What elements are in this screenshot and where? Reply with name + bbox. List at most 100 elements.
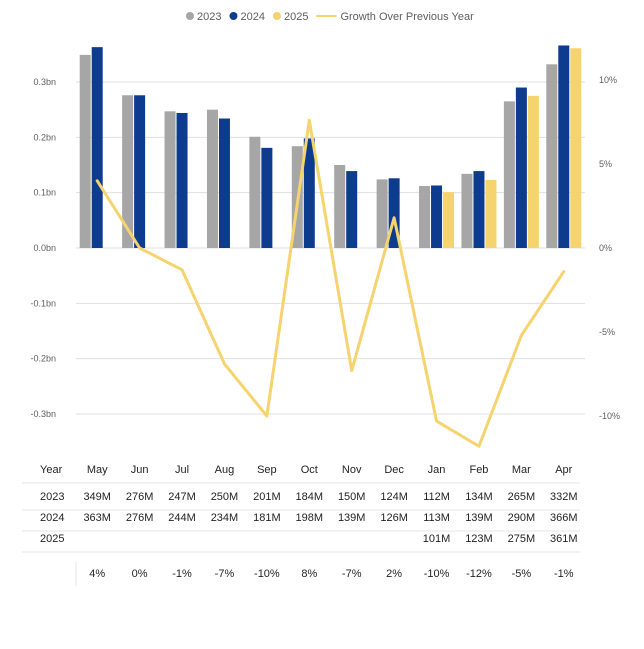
y-left-tick-label: 0.0bn bbox=[33, 243, 56, 253]
table-growth-cell: 0% bbox=[132, 568, 148, 580]
y-right-tick-label: -5% bbox=[599, 327, 615, 337]
table-cell: 366M bbox=[550, 512, 578, 524]
bar-2025 bbox=[570, 48, 581, 248]
table-growth-cell: -7% bbox=[342, 568, 362, 580]
table-growth-cell: 8% bbox=[301, 568, 317, 580]
table-header-year: Year bbox=[40, 464, 63, 476]
y-left-tick-label: 0.3bn bbox=[33, 77, 56, 87]
table-cell: 201M bbox=[253, 491, 281, 503]
legend-marker-2025 bbox=[273, 12, 281, 20]
table-header-month: Jan bbox=[428, 464, 446, 476]
table-cell: 244M bbox=[168, 512, 196, 524]
table-cell: 150M bbox=[338, 491, 366, 503]
table-cell: 332M bbox=[550, 491, 578, 503]
y-left-tick-label: -0.1bn bbox=[30, 298, 56, 308]
table-cell: 276M bbox=[126, 512, 154, 524]
y-right-tick-label: -10% bbox=[599, 411, 620, 421]
table-growth-cell: -5% bbox=[512, 568, 532, 580]
y-right-tick-label: 5% bbox=[599, 159, 612, 169]
bar-2024 bbox=[177, 113, 188, 248]
table-header-month: Sep bbox=[257, 464, 277, 476]
bar-2025 bbox=[485, 180, 496, 248]
table-header-month: Oct bbox=[301, 464, 318, 476]
bar-2023 bbox=[377, 179, 388, 248]
table-header-month: Dec bbox=[384, 464, 404, 476]
table-cell: 126M bbox=[380, 512, 408, 524]
table-growth-cell: -10% bbox=[254, 568, 280, 580]
table-growth-cell: -10% bbox=[424, 568, 450, 580]
table-growth-cell: 4% bbox=[89, 568, 105, 580]
table-row-label: 2023 bbox=[40, 491, 64, 503]
table-header-month: Aug bbox=[215, 464, 235, 476]
bar-2024 bbox=[134, 95, 145, 248]
bar-2023 bbox=[504, 101, 515, 248]
table-header-month: May bbox=[87, 464, 108, 476]
table-header-month: Feb bbox=[469, 464, 488, 476]
legend-label: 2023 bbox=[197, 11, 221, 23]
table-row-label: 2025 bbox=[40, 533, 64, 545]
bar-2024 bbox=[346, 171, 357, 248]
table-cell: 134M bbox=[465, 491, 493, 503]
legend-label: 2024 bbox=[240, 11, 264, 23]
bar-2023 bbox=[80, 55, 91, 248]
bar-2023 bbox=[334, 165, 345, 248]
table-cell: 349M bbox=[83, 491, 111, 503]
table-growth-cell: -1% bbox=[554, 568, 574, 580]
legend-label: 2025 bbox=[284, 11, 308, 23]
legend-marker-2023 bbox=[186, 12, 194, 20]
table-cell: 112M bbox=[423, 491, 450, 503]
bar-2023 bbox=[165, 111, 176, 248]
table-cell: 234M bbox=[211, 512, 239, 524]
y-left-tick-label: -0.2bn bbox=[30, 354, 56, 364]
bar-2024 bbox=[219, 119, 230, 248]
table-growth-cell: -12% bbox=[466, 568, 492, 580]
y-left-tick-label: -0.3bn bbox=[30, 409, 56, 419]
bar-2024 bbox=[558, 45, 569, 248]
table-row-label: 2024 bbox=[40, 512, 64, 524]
table-cell: 363M bbox=[83, 512, 111, 524]
legend-marker-2024 bbox=[229, 12, 237, 20]
bar-2024 bbox=[516, 88, 527, 248]
table-growth-cell: -1% bbox=[172, 568, 192, 580]
table-cell: 181M bbox=[253, 512, 281, 524]
bar-2023 bbox=[419, 186, 430, 248]
table-cell: 265M bbox=[508, 491, 536, 503]
table-growth-cell: -7% bbox=[215, 568, 235, 580]
bar-2023 bbox=[461, 174, 472, 248]
table-header-month: Jun bbox=[131, 464, 149, 476]
table-cell: 290M bbox=[508, 512, 536, 524]
table-cell: 124M bbox=[380, 491, 408, 503]
table-cell: 139M bbox=[465, 512, 493, 524]
legend-label: Growth Over Previous Year bbox=[340, 11, 474, 23]
table-growth-cell: 2% bbox=[386, 568, 402, 580]
table-header-month: Apr bbox=[555, 464, 572, 476]
table-cell: 361M bbox=[550, 533, 578, 545]
table-cell: 113M bbox=[423, 512, 450, 524]
bar-2024 bbox=[261, 148, 272, 248]
table-cell: 184M bbox=[296, 491, 324, 503]
bar-2023 bbox=[207, 110, 218, 248]
y-left-tick-label: 0.2bn bbox=[33, 132, 56, 142]
bar-2024 bbox=[431, 185, 442, 248]
y-left-tick-label: 0.1bn bbox=[33, 188, 56, 198]
table-cell: 250M bbox=[211, 491, 239, 503]
table-header-month: Nov bbox=[342, 464, 362, 476]
table-header-month: Jul bbox=[175, 464, 189, 476]
table-cell: 139M bbox=[338, 512, 366, 524]
bar-2024 bbox=[92, 47, 103, 248]
table-cell: 276M bbox=[126, 491, 154, 503]
y-right-tick-label: 0% bbox=[599, 243, 612, 253]
bar-2023 bbox=[249, 137, 260, 248]
table-header-month: Mar bbox=[512, 464, 531, 476]
bar-2023 bbox=[546, 64, 557, 248]
table-cell: 247M bbox=[168, 491, 196, 503]
table-cell: 101M bbox=[423, 533, 451, 545]
bar-2025 bbox=[443, 192, 454, 248]
table-cell: 275M bbox=[508, 533, 536, 545]
y-right-tick-label: 10% bbox=[599, 75, 617, 85]
table-cell: 198M bbox=[296, 512, 324, 524]
table-cell: 123M bbox=[465, 533, 493, 545]
bar-2025 bbox=[528, 96, 539, 248]
